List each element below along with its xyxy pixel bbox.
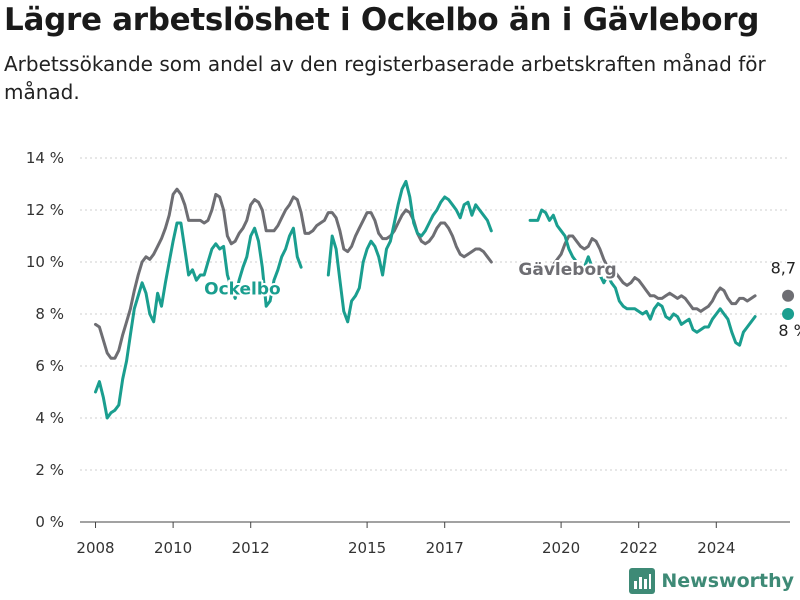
chart-subtitle: Arbetssökande som andel av den registerb… xyxy=(4,52,766,104)
gridlines xyxy=(80,157,790,523)
x-tick-label: 2017 xyxy=(426,539,464,557)
y-tick-label: 2 % xyxy=(35,461,64,479)
series-label-g-vleborg: Gävleborg xyxy=(518,260,616,280)
series-line-g-vleborg xyxy=(94,187,757,360)
series-line-ockelbo xyxy=(94,179,757,420)
x-tick-label: 2012 xyxy=(232,539,270,557)
x-tick-label: 2015 xyxy=(348,539,386,557)
chart-title: Lägre arbetslöshet i Ockelbo än i Gävleb… xyxy=(4,2,760,38)
y-tick-label: 14 % xyxy=(26,149,64,167)
y-tick-label: 4 % xyxy=(35,409,64,427)
end-point-g-vleborg xyxy=(782,289,795,302)
end-point-ockelbo xyxy=(782,308,795,320)
series-layer xyxy=(94,179,795,420)
end-value-label-ockelbo: 8 % xyxy=(778,321,800,340)
x-tick-label: 2008 xyxy=(76,539,114,557)
label-layer: Gävleborg 8,7 % Ockelbo 8 % xyxy=(202,257,800,341)
bar-chart-icon xyxy=(629,568,656,594)
x-tick-label: 2024 xyxy=(697,539,735,557)
x-tick-label: 2010 xyxy=(154,539,192,557)
brand-name: Newsworthy xyxy=(661,570,794,592)
x-tick-label: 2020 xyxy=(542,539,580,557)
y-tick-label: 12 % xyxy=(26,201,64,219)
y-tick-label: 0 % xyxy=(35,513,64,531)
x-axis: 2008 2010 2012 2015 2017 2020 2022 2024 xyxy=(76,521,790,557)
x-tick-label: 2022 xyxy=(620,539,658,557)
series-label-ockelbo: Ockelbo xyxy=(204,280,281,300)
y-tick-label: 10 % xyxy=(26,253,64,271)
end-value-label-g-vleborg: 8,7 % xyxy=(771,259,800,278)
newsworthy-logo: Newsworthy xyxy=(629,568,794,594)
y-tick-label: 6 % xyxy=(35,357,64,375)
y-tick-label: 8 % xyxy=(35,305,64,323)
y-axis: 0 % 2 % 4 % 6 % 8 % 10 % 12 % 14 % xyxy=(26,149,64,531)
